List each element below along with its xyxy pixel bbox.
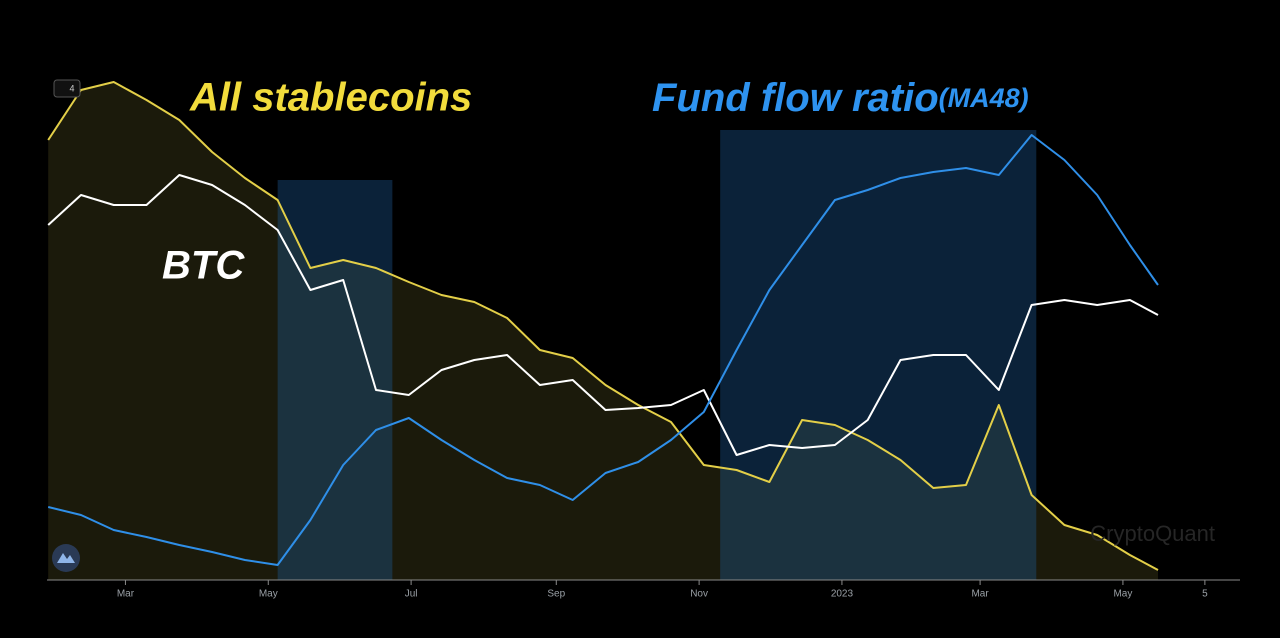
toolbar-badge[interactable]: 4	[69, 83, 74, 93]
toolbar-badge-frame[interactable]	[53, 79, 81, 98]
lines-layer	[47, 81, 1159, 571]
area	[48, 82, 1159, 580]
watermark: CryptoQuant	[1090, 521, 1215, 546]
back-layer	[48, 82, 1159, 580]
line	[47, 81, 1159, 571]
x-tick-label: 2023	[831, 589, 854, 600]
highlight-region	[277, 180, 393, 580]
x-tick-label: Jul	[405, 589, 418, 600]
x-tick-label: Nov	[690, 589, 708, 600]
fund-flow-label: Fund flow ratio(MA48)	[652, 76, 1029, 120]
line	[47, 174, 1159, 456]
fund-flow-suffix: (MA48)	[939, 83, 1029, 113]
x-tick-label: May	[1113, 589, 1132, 600]
x-tick-label: 5	[1202, 589, 1208, 600]
stablecoins-label: All stablecoins	[189, 76, 472, 120]
x-tick-label: Mar	[117, 589, 135, 600]
fund-flow-text: Fund flow ratio	[652, 76, 939, 120]
highlight-region	[720, 130, 1037, 580]
line	[47, 134, 1159, 566]
x-tick-label: May	[259, 589, 278, 600]
x-tick-label: Mar	[971, 589, 989, 600]
btc-label: BTC	[162, 244, 245, 288]
logo-icon	[57, 553, 75, 563]
x-tick-label: Sep	[547, 589, 565, 600]
